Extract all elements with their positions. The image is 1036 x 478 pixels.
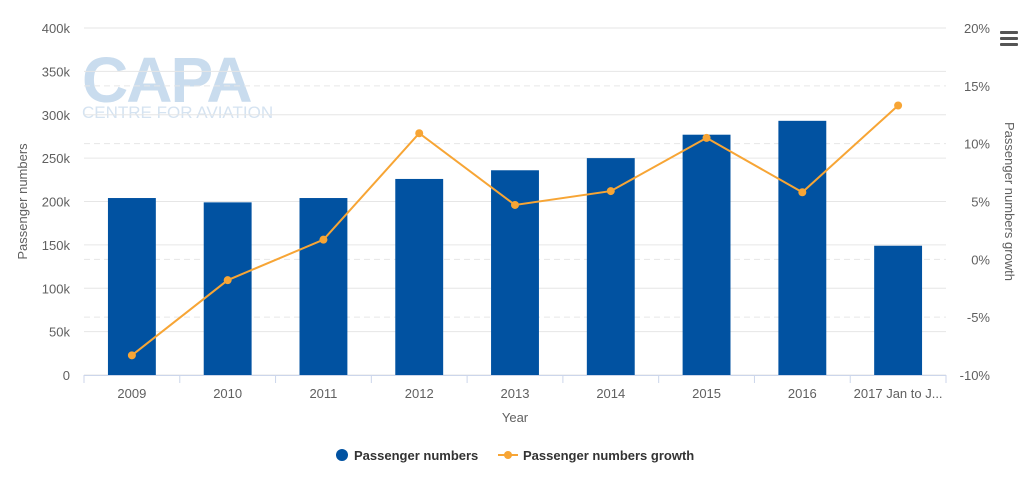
legend-marker-bars xyxy=(336,449,348,461)
legend-label-passenger-numbers: Passenger numbers xyxy=(354,448,478,463)
legend-item-passenger-numbers[interactable]: Passenger numbers xyxy=(336,448,478,463)
hamburger-menu-icon[interactable] xyxy=(996,28,1022,50)
y2-tick-label: -10% xyxy=(960,368,991,383)
y2-tick-label: 0% xyxy=(971,252,990,267)
legend-item-passenger-numbers-growth[interactable]: Passenger numbers growth xyxy=(498,448,694,463)
right-axis-ticks: -10% -5% 0% 5% 10% 15% 20% xyxy=(960,21,991,383)
legend-label-passenger-numbers-growth: Passenger numbers growth xyxy=(523,448,694,463)
y-tick-label: 150k xyxy=(42,238,71,253)
y2-tick-label: 10% xyxy=(964,137,990,152)
line-point[interactable] xyxy=(319,235,328,244)
y2-axis-title: Passenger numbers growth xyxy=(1002,122,1017,281)
line-series xyxy=(127,101,903,360)
y2-tick-label: 15% xyxy=(964,79,990,94)
line-point[interactable] xyxy=(702,133,711,142)
bar-series xyxy=(107,120,923,375)
menu-bar xyxy=(1000,37,1018,40)
x-tick-label: 2013 xyxy=(501,386,530,401)
y-tick-label: 350k xyxy=(42,64,71,79)
capa-watermark: CAPA CENTRE FOR AVIATION xyxy=(82,44,273,122)
line-point[interactable] xyxy=(798,188,807,197)
legend: Passenger numbers Passenger numbers grow… xyxy=(336,448,694,463)
y-tick-label: 250k xyxy=(42,151,71,166)
watermark-tagline: CENTRE FOR AVIATION xyxy=(82,103,273,122)
y2-tick-label: 5% xyxy=(971,195,990,210)
x-tick-label: 2012 xyxy=(405,386,434,401)
x-tick-label: 2015 xyxy=(692,386,721,401)
bar[interactable] xyxy=(874,245,923,375)
bar[interactable] xyxy=(203,202,252,375)
y-tick-label: 0 xyxy=(63,368,70,383)
y-tick-label: 50k xyxy=(49,325,70,340)
legend-marker-dot xyxy=(504,451,512,459)
bar[interactable] xyxy=(682,134,731,375)
line-point[interactable] xyxy=(894,101,903,110)
x-axis-ticks: 2009 2010 2011 2012 2013 2014 2015 2016 2017 Jan… xyxy=(83,375,947,401)
y2-tick-label: 20% xyxy=(964,21,990,36)
line-point[interactable] xyxy=(127,351,136,360)
y-tick-label: 300k xyxy=(42,108,71,123)
line-point[interactable] xyxy=(223,276,232,285)
line-point[interactable] xyxy=(606,187,615,196)
y-axis-title: Passenger numbers xyxy=(15,143,30,260)
x-tick-label: 2016 xyxy=(788,386,817,401)
watermark-brand: CAPA xyxy=(82,44,251,116)
line-point[interactable] xyxy=(511,200,519,209)
x-tick-label: 2010 xyxy=(213,386,242,401)
menu-bar xyxy=(1000,31,1018,34)
bar[interactable] xyxy=(107,198,156,375)
bar[interactable] xyxy=(395,178,444,375)
x-tick-label: 2017 Jan to J... xyxy=(854,386,943,401)
x-tick-label: 2014 xyxy=(596,386,625,401)
x-tick-label: 2011 xyxy=(309,386,337,401)
y-tick-label: 400k xyxy=(42,21,71,36)
line-point[interactable] xyxy=(415,129,424,138)
y-tick-label: 100k xyxy=(42,281,71,296)
left-axis-ticks: 0 50k 100k 150k 200k 250k 300k 350k 400k xyxy=(42,21,71,383)
x-axis-title: Year xyxy=(502,410,529,425)
y2-tick-label: -5% xyxy=(967,310,991,325)
bar[interactable] xyxy=(778,120,827,375)
bar[interactable] xyxy=(299,198,348,375)
y-tick-label: 200k xyxy=(42,195,71,210)
menu-bar xyxy=(1000,43,1018,46)
x-tick-label: 2009 xyxy=(117,386,146,401)
